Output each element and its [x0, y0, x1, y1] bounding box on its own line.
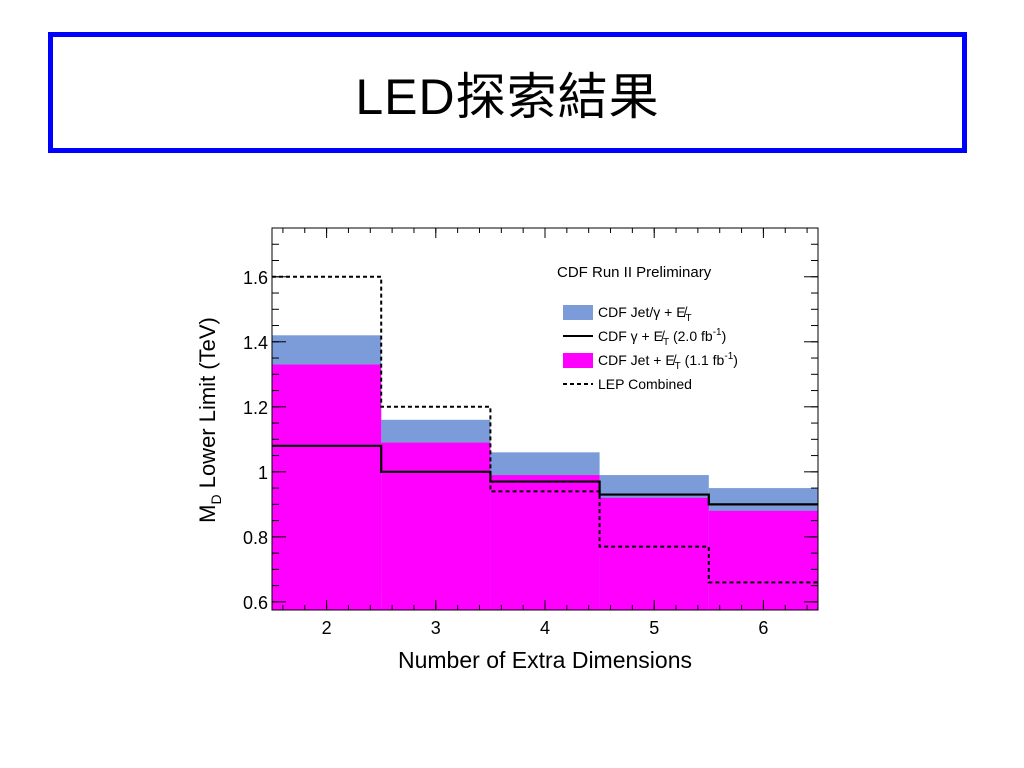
y-axis-label-rest: Lower Limit (TeV) [195, 317, 220, 494]
legend-lumi-close: ) [733, 352, 738, 368]
legend-prefix: LEP Combined [598, 376, 692, 392]
legend-etmiss-sub: T [686, 313, 692, 324]
x-tick-label-3: 3 [431, 618, 441, 638]
y-tick-label-0.8: 0.8 [243, 528, 268, 548]
x-tick-label-4: 4 [540, 618, 550, 638]
legend-lumi-sup: -1 [724, 351, 733, 362]
line-layer [272, 275, 818, 584]
legend-plus: + [660, 304, 676, 320]
legend-plus: + [638, 328, 654, 344]
series-1-bar-3 [381, 442, 491, 610]
y-tick-label-0.6: 0.6 [243, 593, 268, 613]
y-tick-label-1.6: 1.6 [243, 268, 268, 288]
x-tick-label-2: 2 [322, 618, 332, 638]
slide-title: LED探索結果 [355, 68, 660, 125]
legend-etmiss-sub: T [663, 337, 669, 348]
y-axis-label-main: M [195, 505, 220, 523]
y-axis-label: MD Lower Limit (TeV) [195, 317, 224, 523]
series-1-bar-4 [490, 475, 600, 610]
legend-etmiss: E̸ [654, 328, 665, 344]
legend-swatch-2 [563, 353, 593, 368]
y-tick-label-1.4: 1.4 [243, 333, 268, 353]
series-3-step-line [272, 275, 818, 584]
fill-layer [272, 335, 818, 610]
tick-label-layer: 2 3 4 5 6 0.6 0.8 1 1.2 1.4 1.6 [243, 268, 768, 638]
legend-swatch-0 [563, 305, 593, 320]
x-tick-label-5: 5 [649, 618, 659, 638]
series-1-bar-5 [599, 497, 709, 610]
legend-prefix: CDF Jet [598, 352, 649, 368]
legend-label-0: CDF Jet/γ + E̸T [598, 304, 692, 324]
slide-title-box: LED探索結果 [48, 32, 967, 153]
legend-lumi-close: ) [722, 328, 727, 344]
legend-prefix: CDF Jet/ [598, 304, 653, 320]
legend-etmiss: E̸ [676, 304, 687, 320]
tick-layer [272, 228, 818, 610]
series-1-bar-6 [708, 510, 818, 610]
x-axis-label: Number of Extra Dimensions [398, 647, 692, 673]
x-tick-label-6: 6 [758, 618, 768, 638]
chart-title: CDF Run II Preliminary [557, 264, 712, 281]
legend-label-2: CDF Jet + E̸T (1.1 fb-1) [598, 351, 738, 372]
legend-symbol: γ [631, 328, 638, 344]
legend-prefix: CDF [598, 328, 631, 344]
legend-plus: + [649, 352, 665, 368]
legend-lumi: (1.1 fb [681, 352, 725, 368]
series-1-bar-2 [272, 364, 382, 610]
y-tick-label-1: 1 [258, 463, 268, 483]
legend-symbol: γ [653, 304, 660, 320]
legend-etmiss: E̸ [665, 352, 676, 368]
legend-etmiss-sub: T [675, 361, 681, 372]
legend-label-3: LEP Combined [598, 376, 692, 392]
y-tick-label-1.2: 1.2 [243, 398, 268, 418]
y-axis-label-sub: D [208, 494, 224, 504]
legend-lumi-sup: -1 [713, 327, 722, 338]
series-2-step-line [272, 444, 818, 506]
legend-label-1: CDF γ + E̸T (2.0 fb-1) [598, 327, 726, 348]
legend-lumi: (2.0 fb [669, 328, 713, 344]
